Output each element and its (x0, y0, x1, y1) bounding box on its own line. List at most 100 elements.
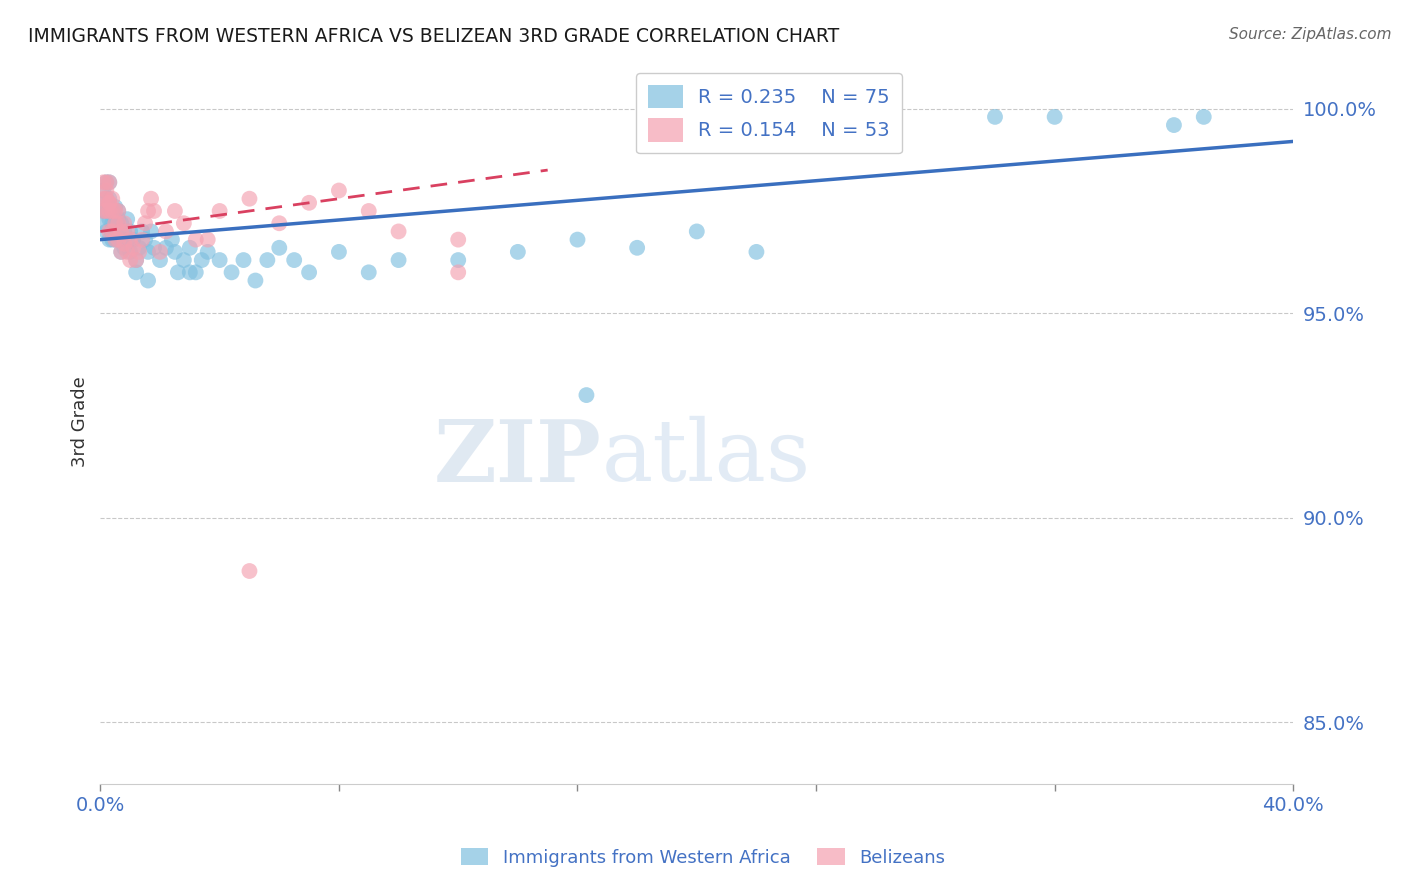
Point (283, 253, 305, 268)
Point (197, 233, 219, 247)
Point (131, 233, 153, 247)
Point (115, 212, 138, 227)
Point (357, 204, 380, 219)
Point (357, 265, 380, 279)
Point (208, 253, 231, 268)
Point (143, 241, 166, 255)
Point (139, 192, 162, 206)
Point (136, 273, 159, 287)
Point (104, 233, 127, 247)
Point (91, 175, 114, 189)
Y-axis label: 3rd Grade: 3rd Grade (72, 376, 89, 467)
Point (506, 244, 529, 259)
Point (112, 224, 135, 238)
Point (163, 204, 186, 219)
Point (269, 241, 291, 255)
Point (98, 192, 121, 206)
Point (190, 253, 212, 268)
Point (155, 224, 177, 238)
Point (131, 224, 153, 238)
Point (567, 233, 589, 247)
Legend: Immigrants from Western Africa, Belizeans: Immigrants from Western Africa, Belizean… (454, 841, 952, 874)
Point (101, 233, 124, 247)
Point (110, 244, 132, 259)
Point (179, 241, 201, 255)
Point (120, 224, 142, 238)
Point (110, 224, 132, 238)
Point (173, 216, 195, 230)
Point (447, 265, 470, 279)
Point (104, 200, 127, 214)
Legend: R = 0.235    N = 75, R = 0.154    N = 53: R = 0.235 N = 75, R = 0.154 N = 53 (637, 73, 901, 153)
Point (387, 253, 409, 268)
Point (101, 224, 124, 238)
Point (128, 244, 150, 259)
Point (101, 192, 124, 206)
Point (134, 233, 156, 247)
Point (98, 175, 121, 189)
Point (984, 110, 1007, 124)
Point (120, 253, 142, 268)
Point (112, 241, 135, 255)
Point (101, 216, 124, 230)
Point (1163, 118, 1185, 132)
Point (184, 265, 207, 279)
Point (115, 233, 138, 247)
Point (256, 253, 278, 268)
Point (98, 233, 121, 247)
Point (447, 253, 470, 268)
Point (98, 195, 121, 210)
Point (149, 244, 172, 259)
Point (101, 224, 124, 238)
Point (122, 241, 145, 255)
Point (98, 200, 121, 214)
Point (184, 233, 207, 247)
Point (101, 204, 124, 219)
Point (686, 224, 709, 238)
Point (104, 204, 127, 219)
Point (98, 175, 121, 189)
Point (125, 253, 148, 268)
Text: IMMIGRANTS FROM WESTERN AFRICA VS BELIZEAN 3RD GRADE CORRELATION CHART: IMMIGRANTS FROM WESTERN AFRICA VS BELIZE… (28, 27, 839, 45)
Point (125, 265, 148, 279)
Point (245, 273, 267, 287)
Point (745, 244, 768, 259)
Point (221, 265, 243, 279)
Point (447, 233, 470, 247)
Point (104, 233, 127, 247)
Text: ZIP: ZIP (433, 416, 602, 500)
Point (298, 195, 321, 210)
Point (269, 216, 291, 230)
Point (96, 192, 118, 206)
Point (1043, 110, 1066, 124)
Point (125, 253, 148, 268)
Point (122, 233, 145, 247)
Point (104, 216, 127, 230)
Point (96, 192, 118, 206)
Point (91, 216, 114, 230)
Point (387, 224, 409, 238)
Point (115, 244, 138, 259)
Point (91, 192, 114, 206)
Point (128, 241, 150, 255)
Point (110, 216, 132, 230)
Point (104, 212, 127, 227)
Point (328, 184, 350, 198)
Point (120, 233, 142, 247)
Point (120, 244, 142, 259)
Point (575, 388, 598, 402)
Point (98, 204, 121, 219)
Point (155, 241, 177, 255)
Point (107, 233, 129, 247)
Point (173, 253, 195, 268)
Point (232, 253, 254, 268)
Point (107, 204, 129, 219)
Point (112, 236, 135, 251)
Point (110, 244, 132, 259)
Point (107, 204, 129, 219)
Text: atlas: atlas (602, 417, 810, 500)
Point (136, 204, 159, 219)
Point (98, 224, 121, 238)
Point (136, 244, 159, 259)
Text: Source: ZipAtlas.com: Source: ZipAtlas.com (1229, 27, 1392, 42)
